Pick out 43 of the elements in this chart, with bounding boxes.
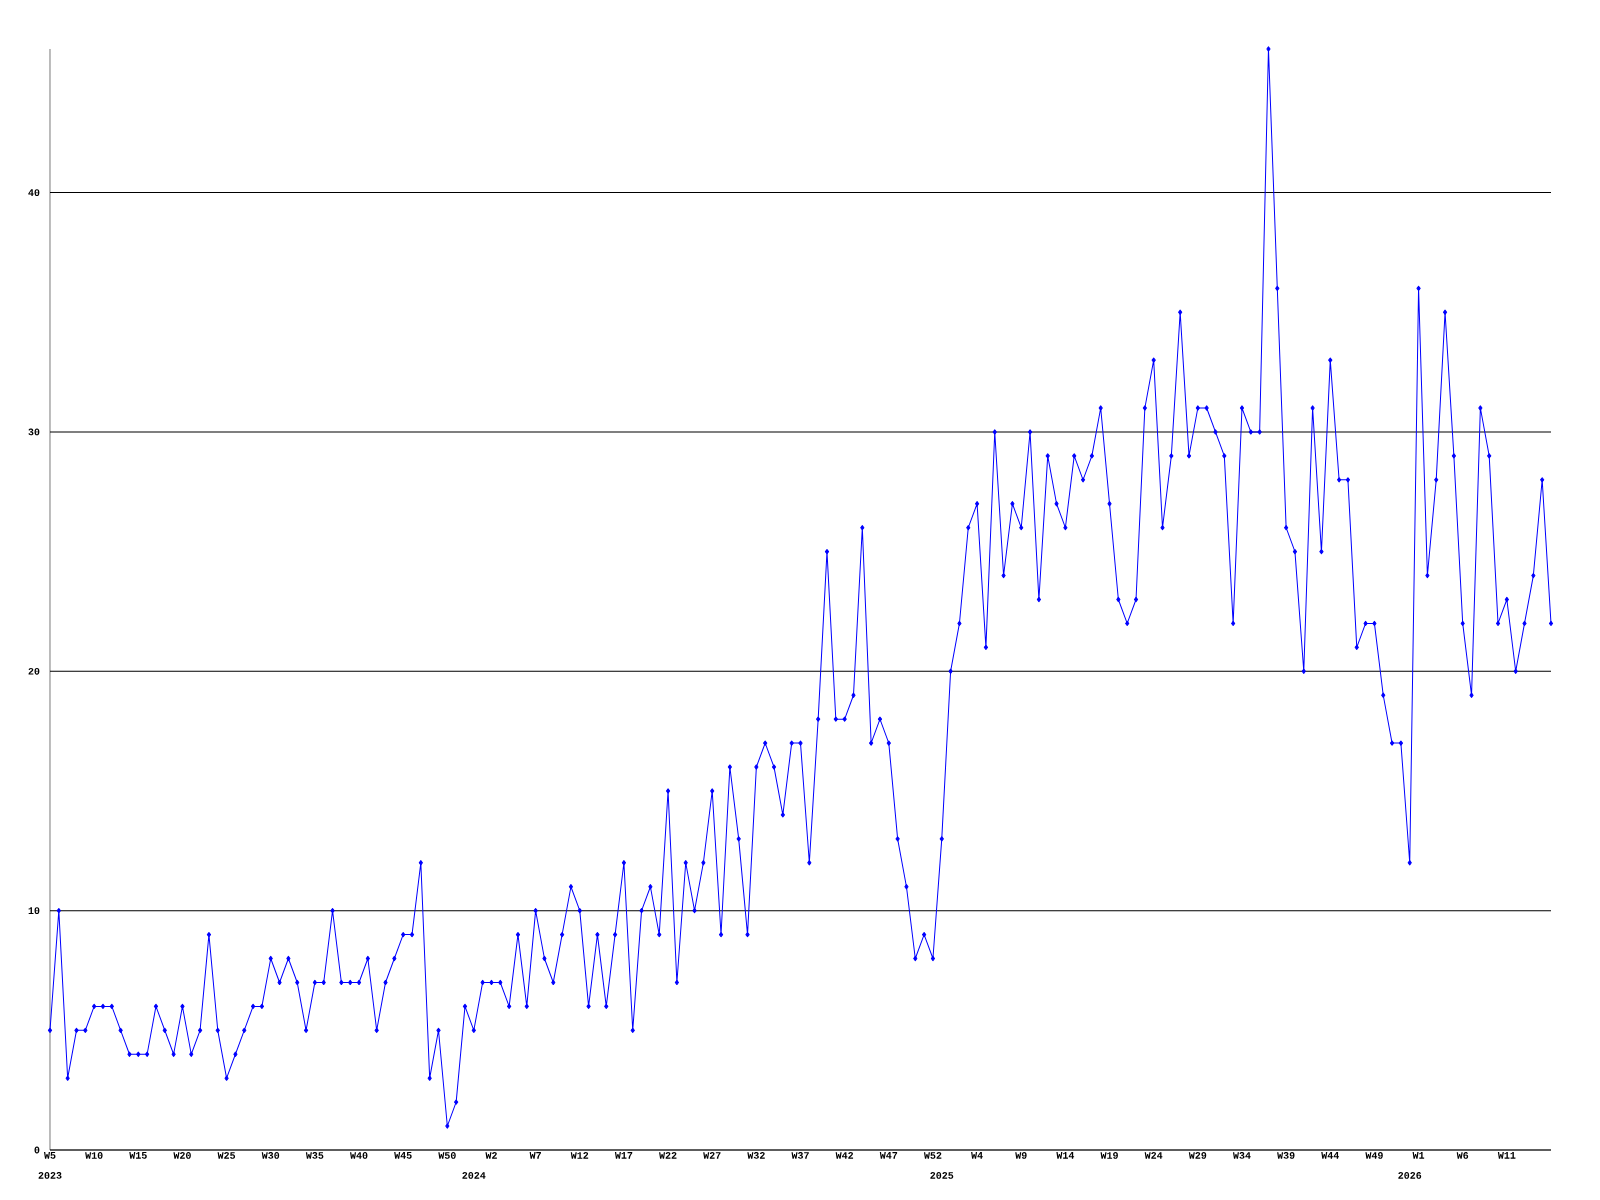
x-tick-label: W34	[1232, 1152, 1251, 1159]
x-tick-label: W14	[1056, 1152, 1075, 1159]
y-tick-label: 20	[28, 667, 40, 675]
x-tick-label: 2026	[1398, 1172, 1422, 1179]
x-tick-label: W10	[85, 1152, 103, 1159]
x-tick-label: W50	[438, 1152, 456, 1159]
x-tick-label: W11	[1497, 1152, 1516, 1159]
y-tick-label: 0	[34, 1146, 40, 1154]
y-tick-label: 30	[28, 428, 40, 436]
x-tick-label: W29	[1188, 1152, 1207, 1159]
x-tick-label: W17	[614, 1152, 633, 1159]
x-tick-label: W45	[394, 1152, 412, 1159]
x-tick-label: W9	[1015, 1152, 1027, 1159]
x-tick-label: W37	[791, 1152, 809, 1159]
x-tick-label: W42	[835, 1152, 854, 1159]
x-tick-label: W32	[747, 1152, 765, 1159]
y-tick-label: 10	[28, 907, 40, 915]
x-tick-label: W30	[261, 1152, 280, 1159]
x-tick-label: W6	[1456, 1152, 1469, 1159]
x-tick-label: W5	[44, 1152, 56, 1159]
x-tick-label: W27	[703, 1152, 721, 1159]
x-tick-label: W4	[971, 1152, 983, 1159]
x-tick-label: W40	[350, 1152, 368, 1159]
x-tick-label: W39	[1277, 1152, 1295, 1159]
x-tick-label: W12	[570, 1152, 589, 1159]
x-tick-label: W24	[1144, 1152, 1163, 1159]
x-tick-label: W22	[659, 1152, 677, 1159]
x-tick-label: W2	[485, 1152, 497, 1159]
x-tick-label: W47	[879, 1152, 898, 1159]
x-tick-label: W49	[1365, 1152, 1383, 1159]
x-tick-label: W35	[305, 1152, 324, 1159]
y-tick-label: 40	[28, 189, 40, 196]
x-tick-label: W25	[217, 1152, 236, 1159]
x-tick-label: W52	[923, 1152, 942, 1159]
x-tick-label: 2024	[462, 1172, 486, 1179]
x-tick-label: W20	[173, 1152, 191, 1159]
x-tick-label: W19	[1100, 1152, 1118, 1159]
x-tick-label: W7	[529, 1152, 541, 1159]
x-tick-label: W1	[1412, 1152, 1425, 1159]
text: 2023	[38, 1172, 62, 1179]
x-tick-label: W44	[1321, 1152, 1339, 1159]
x-tick-label: 2025	[930, 1172, 954, 1179]
x-tick-label: W15	[129, 1152, 147, 1159]
